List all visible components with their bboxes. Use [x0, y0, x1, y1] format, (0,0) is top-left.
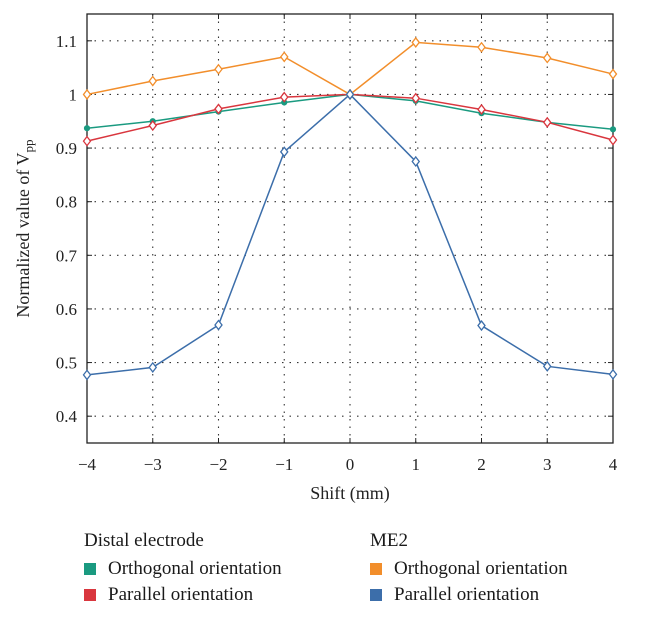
y-axis-title-subscript: pp — [21, 139, 36, 152]
series-layer — [82, 36, 618, 381]
data-point-marker — [82, 88, 92, 100]
legend-item-me2-orthogonal: Orthogonal orientation — [370, 558, 568, 580]
data-point-marker — [477, 103, 486, 116]
data-point-marker — [148, 119, 158, 132]
y-tick-label: 1.1 — [56, 32, 77, 51]
legend-item-distal-orthogonal: Orthogonal orientation — [84, 558, 282, 580]
x-axis-title: Shift (mm) — [310, 483, 390, 504]
data-point-marker — [148, 75, 158, 87]
data-point-marker — [82, 369, 92, 381]
y-tick-label: 0.7 — [56, 246, 78, 265]
data-point-marker — [542, 360, 552, 372]
legend-swatch — [84, 563, 96, 575]
series-line — [86, 41, 614, 96]
data-point-marker — [608, 368, 618, 380]
y-tick-label: 0.9 — [56, 139, 77, 158]
legend-item-label: Parallel orientation — [394, 584, 540, 605]
legend-item-me2-parallel: Parallel orientation — [370, 584, 568, 606]
y-tick-label: 0.6 — [56, 300, 77, 319]
legend-item-label: Parallel orientation — [108, 584, 254, 605]
data-point-marker — [608, 68, 618, 80]
data-point-marker — [214, 103, 223, 115]
series-3 — [82, 88, 618, 381]
data-point-marker — [411, 155, 421, 168]
legend: Distal electrode Orthogonal orientation … — [0, 530, 648, 617]
x-tick-label: −4 — [78, 455, 97, 474]
data-point-marker — [345, 88, 355, 100]
legend-group-title: Distal electrode — [84, 530, 204, 551]
x-tick-label: 2 — [477, 455, 486, 474]
x-tick-label: 1 — [412, 455, 421, 474]
legend-group-me2: ME2 Orthogonal orientation Parallel orie… — [370, 530, 568, 610]
data-point-marker — [279, 51, 289, 63]
data-point-marker — [82, 135, 92, 147]
y-axis-title: Normalized value of Vpp — [13, 139, 36, 317]
legend-swatch — [84, 589, 96, 601]
data-point-marker — [214, 319, 223, 331]
legend-item-label: Orthogonal orientation — [108, 558, 282, 579]
x-tick-label: −2 — [209, 455, 227, 474]
x-tick-label: 3 — [543, 455, 552, 474]
data-point-marker — [411, 36, 421, 48]
legend-swatch — [370, 563, 382, 575]
legend-group-title: ME2 — [370, 530, 408, 551]
data-point-marker — [279, 146, 289, 158]
data-point-marker — [609, 126, 617, 133]
legend-item-label: Orthogonal orientation — [394, 558, 568, 579]
axis-ticks: −4 −3 −2 −1 0 1 2 3 4 0.4 0.5 0.6 0.7 0.8 0.9 1 1.1 — [56, 14, 618, 474]
data-point-marker — [279, 91, 289, 103]
x-tick-label: −1 — [275, 455, 293, 474]
y-tick-label: 0.8 — [56, 193, 77, 212]
series-line — [86, 93, 614, 376]
data-point-marker — [411, 92, 421, 104]
line-chart: −4 −3 −2 −1 0 1 2 3 4 0.4 0.5 0.6 0.7 0.8 0.9 1 1.1 Shif… — [13, 13, 618, 504]
y-tick-label: 1 — [69, 85, 78, 104]
legend-item-distal-parallel: Parallel orientation — [84, 584, 282, 606]
x-tick-label: −3 — [144, 455, 162, 474]
data-point-marker — [608, 134, 618, 146]
data-point-marker — [542, 116, 552, 128]
data-point-marker — [542, 52, 552, 64]
x-tick-label: 4 — [609, 455, 618, 474]
x-tick-label: 0 — [346, 455, 355, 474]
y-tick-label: 0.5 — [56, 354, 77, 373]
data-point-marker — [148, 361, 158, 373]
legend-swatch — [370, 589, 382, 601]
y-tick-label: 0.4 — [56, 407, 78, 426]
data-point-marker — [477, 41, 486, 53]
data-point-marker — [477, 320, 486, 332]
data-point-marker — [83, 125, 91, 132]
legend-group-distal-electrode: Distal electrode Orthogonal orientation … — [84, 530, 282, 610]
data-point-marker — [214, 63, 223, 75]
y-axis-title-main: Normalized value of V — [13, 152, 33, 317]
